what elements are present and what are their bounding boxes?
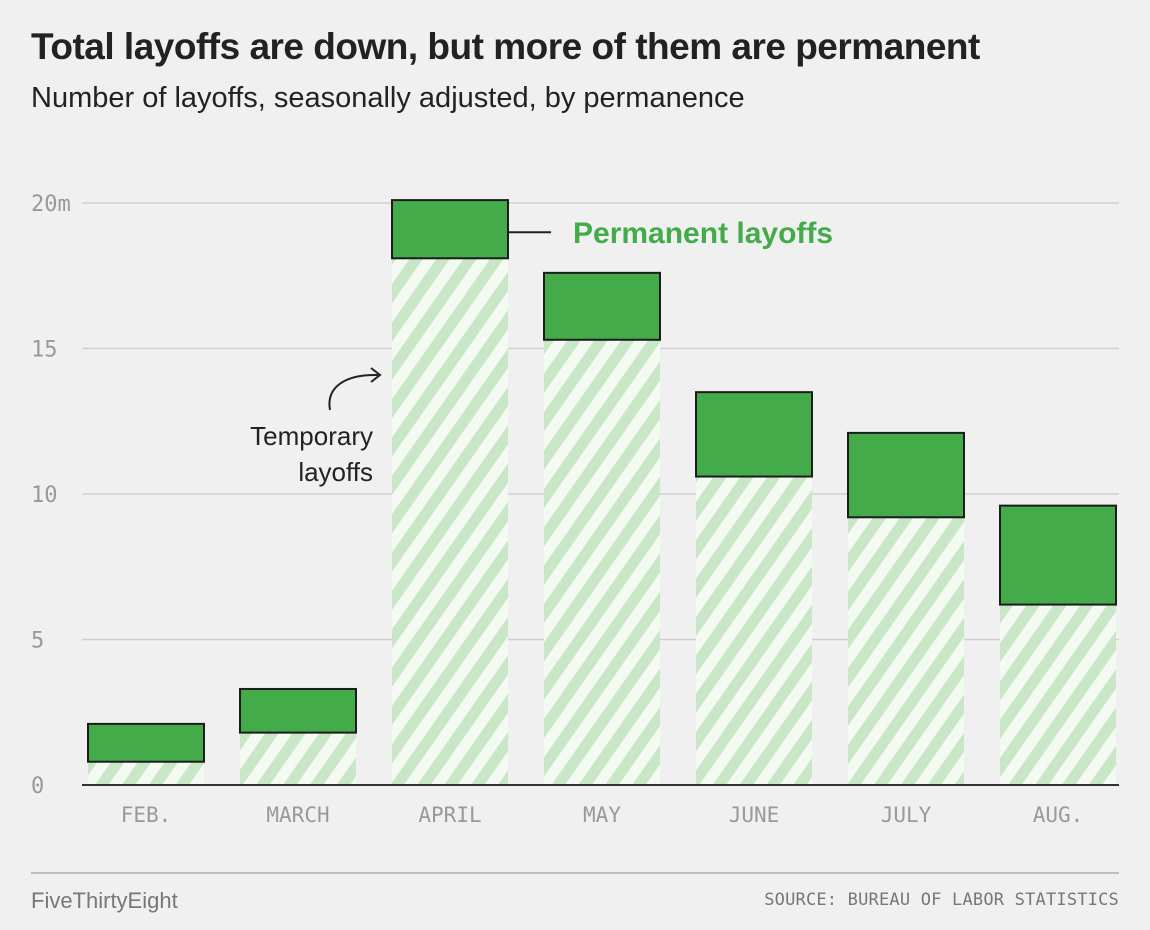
source-note: SOURCE: BUREAU OF LABOR STATISTICS [764, 890, 1119, 910]
y-tick-label: 0 [31, 774, 44, 799]
permanent-bar [239, 687, 357, 734]
x-tick-label: MAY [583, 803, 621, 827]
temporary-layoffs-label-line2: layoffs [298, 457, 373, 487]
x-tick-label: AUG. [1033, 803, 1084, 827]
stacked-bar-chart: 0 5 10 15 20m FEB. MARCH APRIL MAY JUNE JULY AUG. P… [31, 192, 1119, 827]
temporary-bar [1000, 604, 1116, 785]
x-tick-label: APRIL [418, 803, 481, 827]
y-tick-label: 5 [31, 629, 44, 654]
x-tick-label: JULY [881, 803, 932, 827]
permanent-bar [543, 271, 661, 341]
permanent-bar [847, 431, 965, 519]
permanent-bar [999, 504, 1117, 606]
temporary-bar [848, 517, 964, 785]
permanent-layoffs-label: Permanent layoffs [573, 217, 833, 250]
temporary-arrow-curve [328, 373, 379, 411]
chart-title: Total layoffs are down, but more of them… [31, 26, 980, 67]
temporary-bar [392, 258, 508, 785]
brand-logo-text: FiveThirtyEight [31, 888, 178, 913]
x-tick-label: FEB. [121, 803, 172, 827]
permanent-bar [391, 199, 509, 260]
y-tick-label: 10 [31, 483, 58, 508]
temporary-arrow-head [370, 367, 382, 383]
chart-subtitle: Number of layoffs, seasonally adjusted, … [31, 82, 745, 114]
temporary-bar [544, 339, 660, 785]
temporary-bar [696, 476, 812, 785]
permanent-bar [695, 391, 813, 478]
footer-divider [31, 872, 1119, 874]
y-tick-label: 15 [31, 338, 58, 363]
permanent-bar [87, 722, 205, 763]
y-tick-label: 20m [31, 192, 71, 217]
temporary-layoffs-label-line1: Temporary [250, 421, 373, 451]
temporary-bar [240, 732, 356, 785]
temporary-bar [88, 761, 204, 785]
bars [87, 199, 1117, 785]
axis-labels: 0 5 10 15 20m FEB. MARCH APRIL MAY JUNE JULY AUG. [31, 192, 1083, 827]
annotations: Permanent layoffs Temporary layoffs [82, 217, 1119, 786]
x-tick-label: JUNE [729, 803, 780, 827]
x-tick-label: MARCH [266, 803, 329, 827]
